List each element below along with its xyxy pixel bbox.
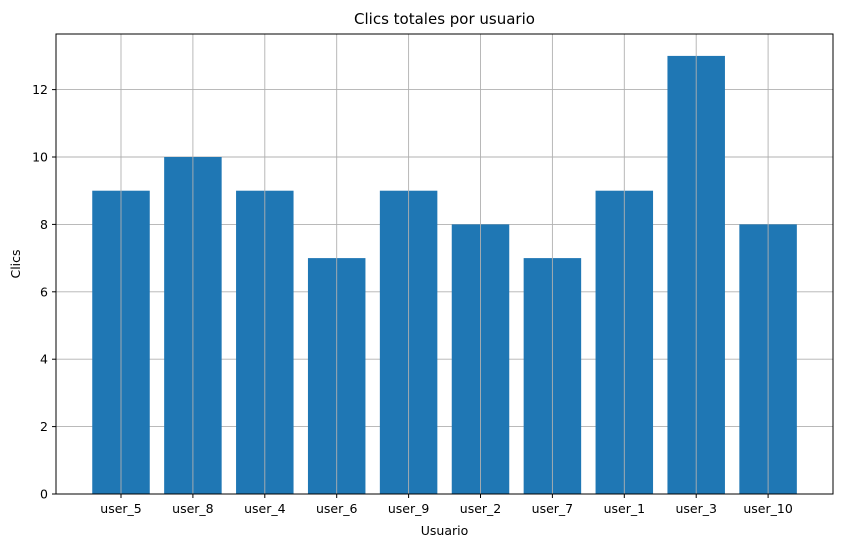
y-tick-label: 10 [32,150,48,165]
x-tick-label: user_3 [675,501,716,516]
y-tick-label: 8 [40,217,48,232]
vertical-grid-layer [120,34,769,494]
y-tick-label: 0 [40,487,48,502]
x-axis-ticks: user_5 user_8 user_4 user_6 user_9 user_2 user… [100,494,793,516]
x-tick-label: user_8 [172,501,214,516]
x-tick-label: user_2 [460,501,501,516]
x-tick-label: user_7 [532,501,573,516]
x-tick-label: user_9 [388,501,430,516]
y-tick-label: 6 [40,284,48,299]
x-tick-label: user_1 [604,501,645,516]
plot-frame [55,33,834,495]
x-axis-label: Usuario [421,523,469,538]
x-tick-label: user_6 [316,501,358,516]
x-tick-label: user_10 [743,501,792,516]
y-tick-label: 2 [40,419,48,434]
y-axis-label: Clics [8,249,23,278]
y-tick-label: 12 [32,82,48,97]
chart-title: Clics totales por usuario [354,10,535,28]
y-axis-ticks: 0 2 4 6 8 10 12 [32,82,56,502]
x-tick-label: user_5 [100,501,141,516]
y-tick-label: 4 [40,352,48,367]
x-tick-label: user_4 [244,501,286,516]
